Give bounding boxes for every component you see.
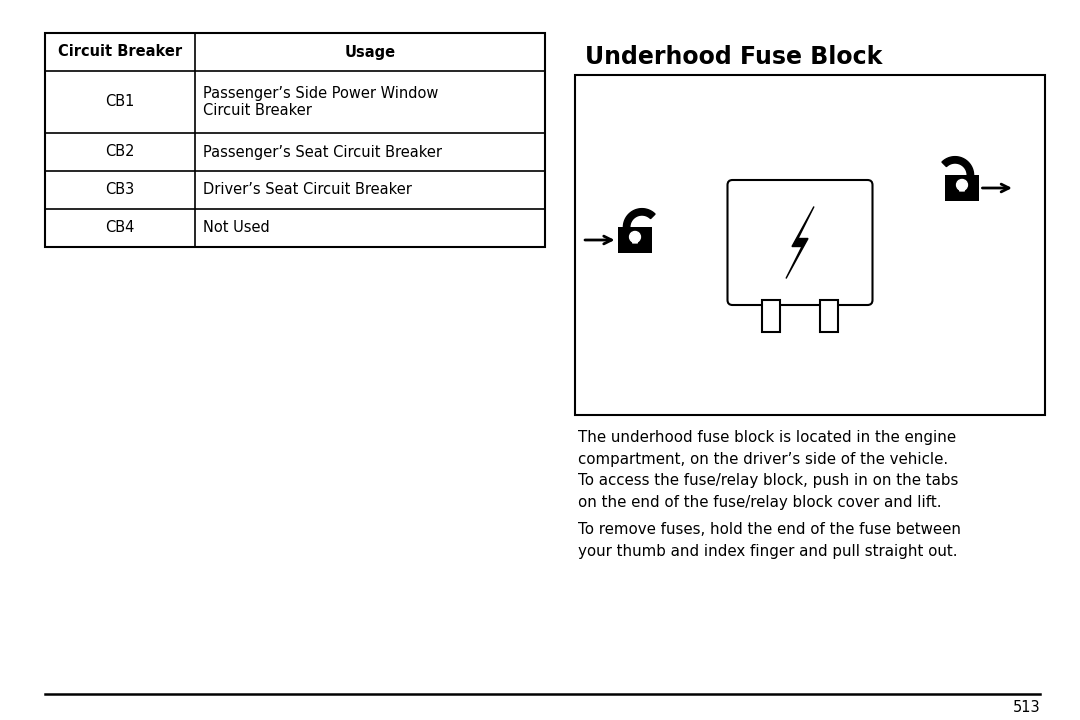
- Text: CB2: CB2: [105, 145, 135, 160]
- Bar: [45, 33, 545, 247]
- Text: CB4: CB4: [106, 220, 135, 235]
- Text: Passenger’s Seat Circuit Breaker: Passenger’s Seat Circuit Breaker: [203, 145, 442, 160]
- Text: 513: 513: [1012, 700, 1040, 714]
- Polygon shape: [942, 157, 973, 175]
- Polygon shape: [632, 237, 638, 243]
- Text: CB1: CB1: [106, 94, 135, 109]
- Bar: [820, 300, 838, 332]
- Circle shape: [957, 179, 968, 190]
- Text: To remove fuses, hold the end of the fuse between
your thumb and index finger an: To remove fuses, hold the end of the fus…: [578, 522, 961, 559]
- Text: Not Used: Not Used: [203, 220, 270, 235]
- Bar: [762, 300, 780, 332]
- Polygon shape: [786, 207, 814, 279]
- Text: Passenger’s Side Power Window
Circuit Breaker: Passenger’s Side Power Window Circuit Br…: [203, 86, 438, 118]
- Text: Circuit Breaker: Circuit Breaker: [58, 45, 183, 60]
- Bar: [945, 175, 978, 201]
- Text: CB3: CB3: [106, 182, 135, 197]
- Bar: [618, 228, 652, 253]
- FancyBboxPatch shape: [728, 180, 873, 305]
- Text: Usage: Usage: [345, 45, 395, 60]
- Polygon shape: [958, 185, 966, 191]
- Bar: [575, 75, 1045, 415]
- Text: Driver’s Seat Circuit Breaker: Driver’s Seat Circuit Breaker: [203, 182, 411, 197]
- Text: The underhood fuse block is located in the engine
compartment, on the driver’s s: The underhood fuse block is located in t…: [578, 430, 958, 510]
- Text: Underhood Fuse Block: Underhood Fuse Block: [585, 45, 882, 69]
- Circle shape: [630, 232, 640, 243]
- Polygon shape: [623, 209, 656, 228]
